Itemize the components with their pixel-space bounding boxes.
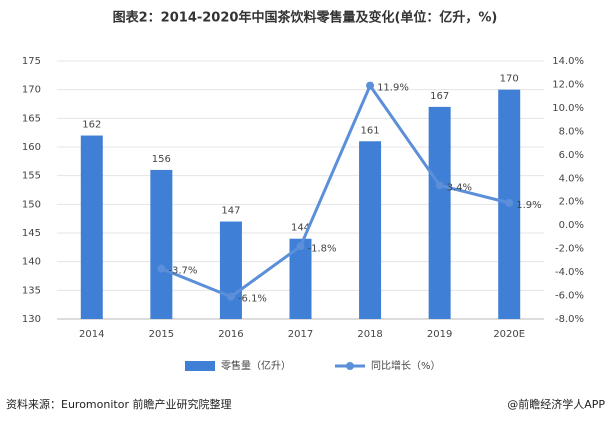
y-tick-label: 175 xyxy=(22,56,41,67)
y2-tick-label: -8.0% xyxy=(555,314,584,325)
y2-tick-label: -4.0% xyxy=(555,267,584,278)
y2-tick-label: 12.0% xyxy=(552,79,584,90)
x-tick-label: 2017 xyxy=(288,329,313,340)
line-point xyxy=(366,81,375,90)
bar xyxy=(150,169,173,319)
bar-value-label: 170 xyxy=(500,74,519,85)
y-tick-label: 140 xyxy=(22,257,41,268)
bar-value-label: 162 xyxy=(82,120,101,131)
line-point xyxy=(435,181,444,190)
line-value-label: -6.1% xyxy=(238,294,267,305)
bar xyxy=(80,135,103,319)
y-tick-label: 160 xyxy=(22,142,41,153)
y2-tick-label: 4.0% xyxy=(559,173,584,184)
y-tick-label: 130 xyxy=(22,314,41,325)
line-point xyxy=(157,264,166,273)
x-tick-label: 2018 xyxy=(357,329,382,340)
line-point xyxy=(226,292,235,301)
chart-title: 图表2：2014-2020年中国茶饮料零售量及变化(单位：亿升，%) xyxy=(113,10,498,26)
line-value-label: -1.8% xyxy=(308,243,337,254)
legend-label: 零售量（亿升） xyxy=(221,359,291,372)
bar xyxy=(289,238,312,319)
x-tick-label: 2020E xyxy=(493,329,525,340)
x-tick-label: 2016 xyxy=(218,329,243,340)
line-value-label: -3.7% xyxy=(168,266,197,277)
x-tick-label: 2014 xyxy=(79,329,104,340)
y2-tick-label: 2.0% xyxy=(559,197,584,208)
y-tick-label: 135 xyxy=(22,285,41,296)
line-point xyxy=(505,198,514,207)
legend-swatch xyxy=(185,361,215,371)
y-tick-label: 155 xyxy=(22,171,41,182)
y2-tick-label: -2.0% xyxy=(555,244,584,255)
line-value-label: 3.4% xyxy=(447,182,472,193)
line-point xyxy=(296,242,305,251)
bar-value-label: 144 xyxy=(291,223,310,234)
line xyxy=(160,82,510,299)
y-tick-label: 165 xyxy=(22,113,41,124)
legend-swatch-point xyxy=(346,362,354,370)
bar-value-label: 167 xyxy=(430,91,449,102)
y2-tick-label: 14.0% xyxy=(552,56,584,67)
bar-value-label: 147 xyxy=(221,206,240,217)
legend-label: 同比增长（%） xyxy=(371,359,441,372)
credit: @前瞻经济学人APP xyxy=(507,397,605,411)
x-tick-label: 2019 xyxy=(427,329,452,340)
bar-value-label: 161 xyxy=(361,125,380,136)
y2-tick-label: -6.0% xyxy=(555,291,584,302)
source-note: 资料来源：Euromonitor 前瞻产业研究院整理 xyxy=(6,397,231,411)
y-tick-label: 145 xyxy=(22,228,41,239)
y2-tick-label: 8.0% xyxy=(559,126,584,137)
bar-value-label: 156 xyxy=(152,154,171,165)
y2-tick-label: 0.0% xyxy=(559,220,584,231)
bar xyxy=(428,106,451,319)
y-tick-label: 170 xyxy=(22,85,41,96)
x-tick-label: 2015 xyxy=(149,329,174,340)
y2-tick-label: 6.0% xyxy=(559,150,584,161)
bar xyxy=(359,141,382,319)
y-tick-label: 150 xyxy=(22,199,41,210)
line-value-label: 1.9% xyxy=(516,200,541,211)
line-value-label: 11.9% xyxy=(377,83,409,94)
y2-tick-label: 10.0% xyxy=(552,103,584,114)
